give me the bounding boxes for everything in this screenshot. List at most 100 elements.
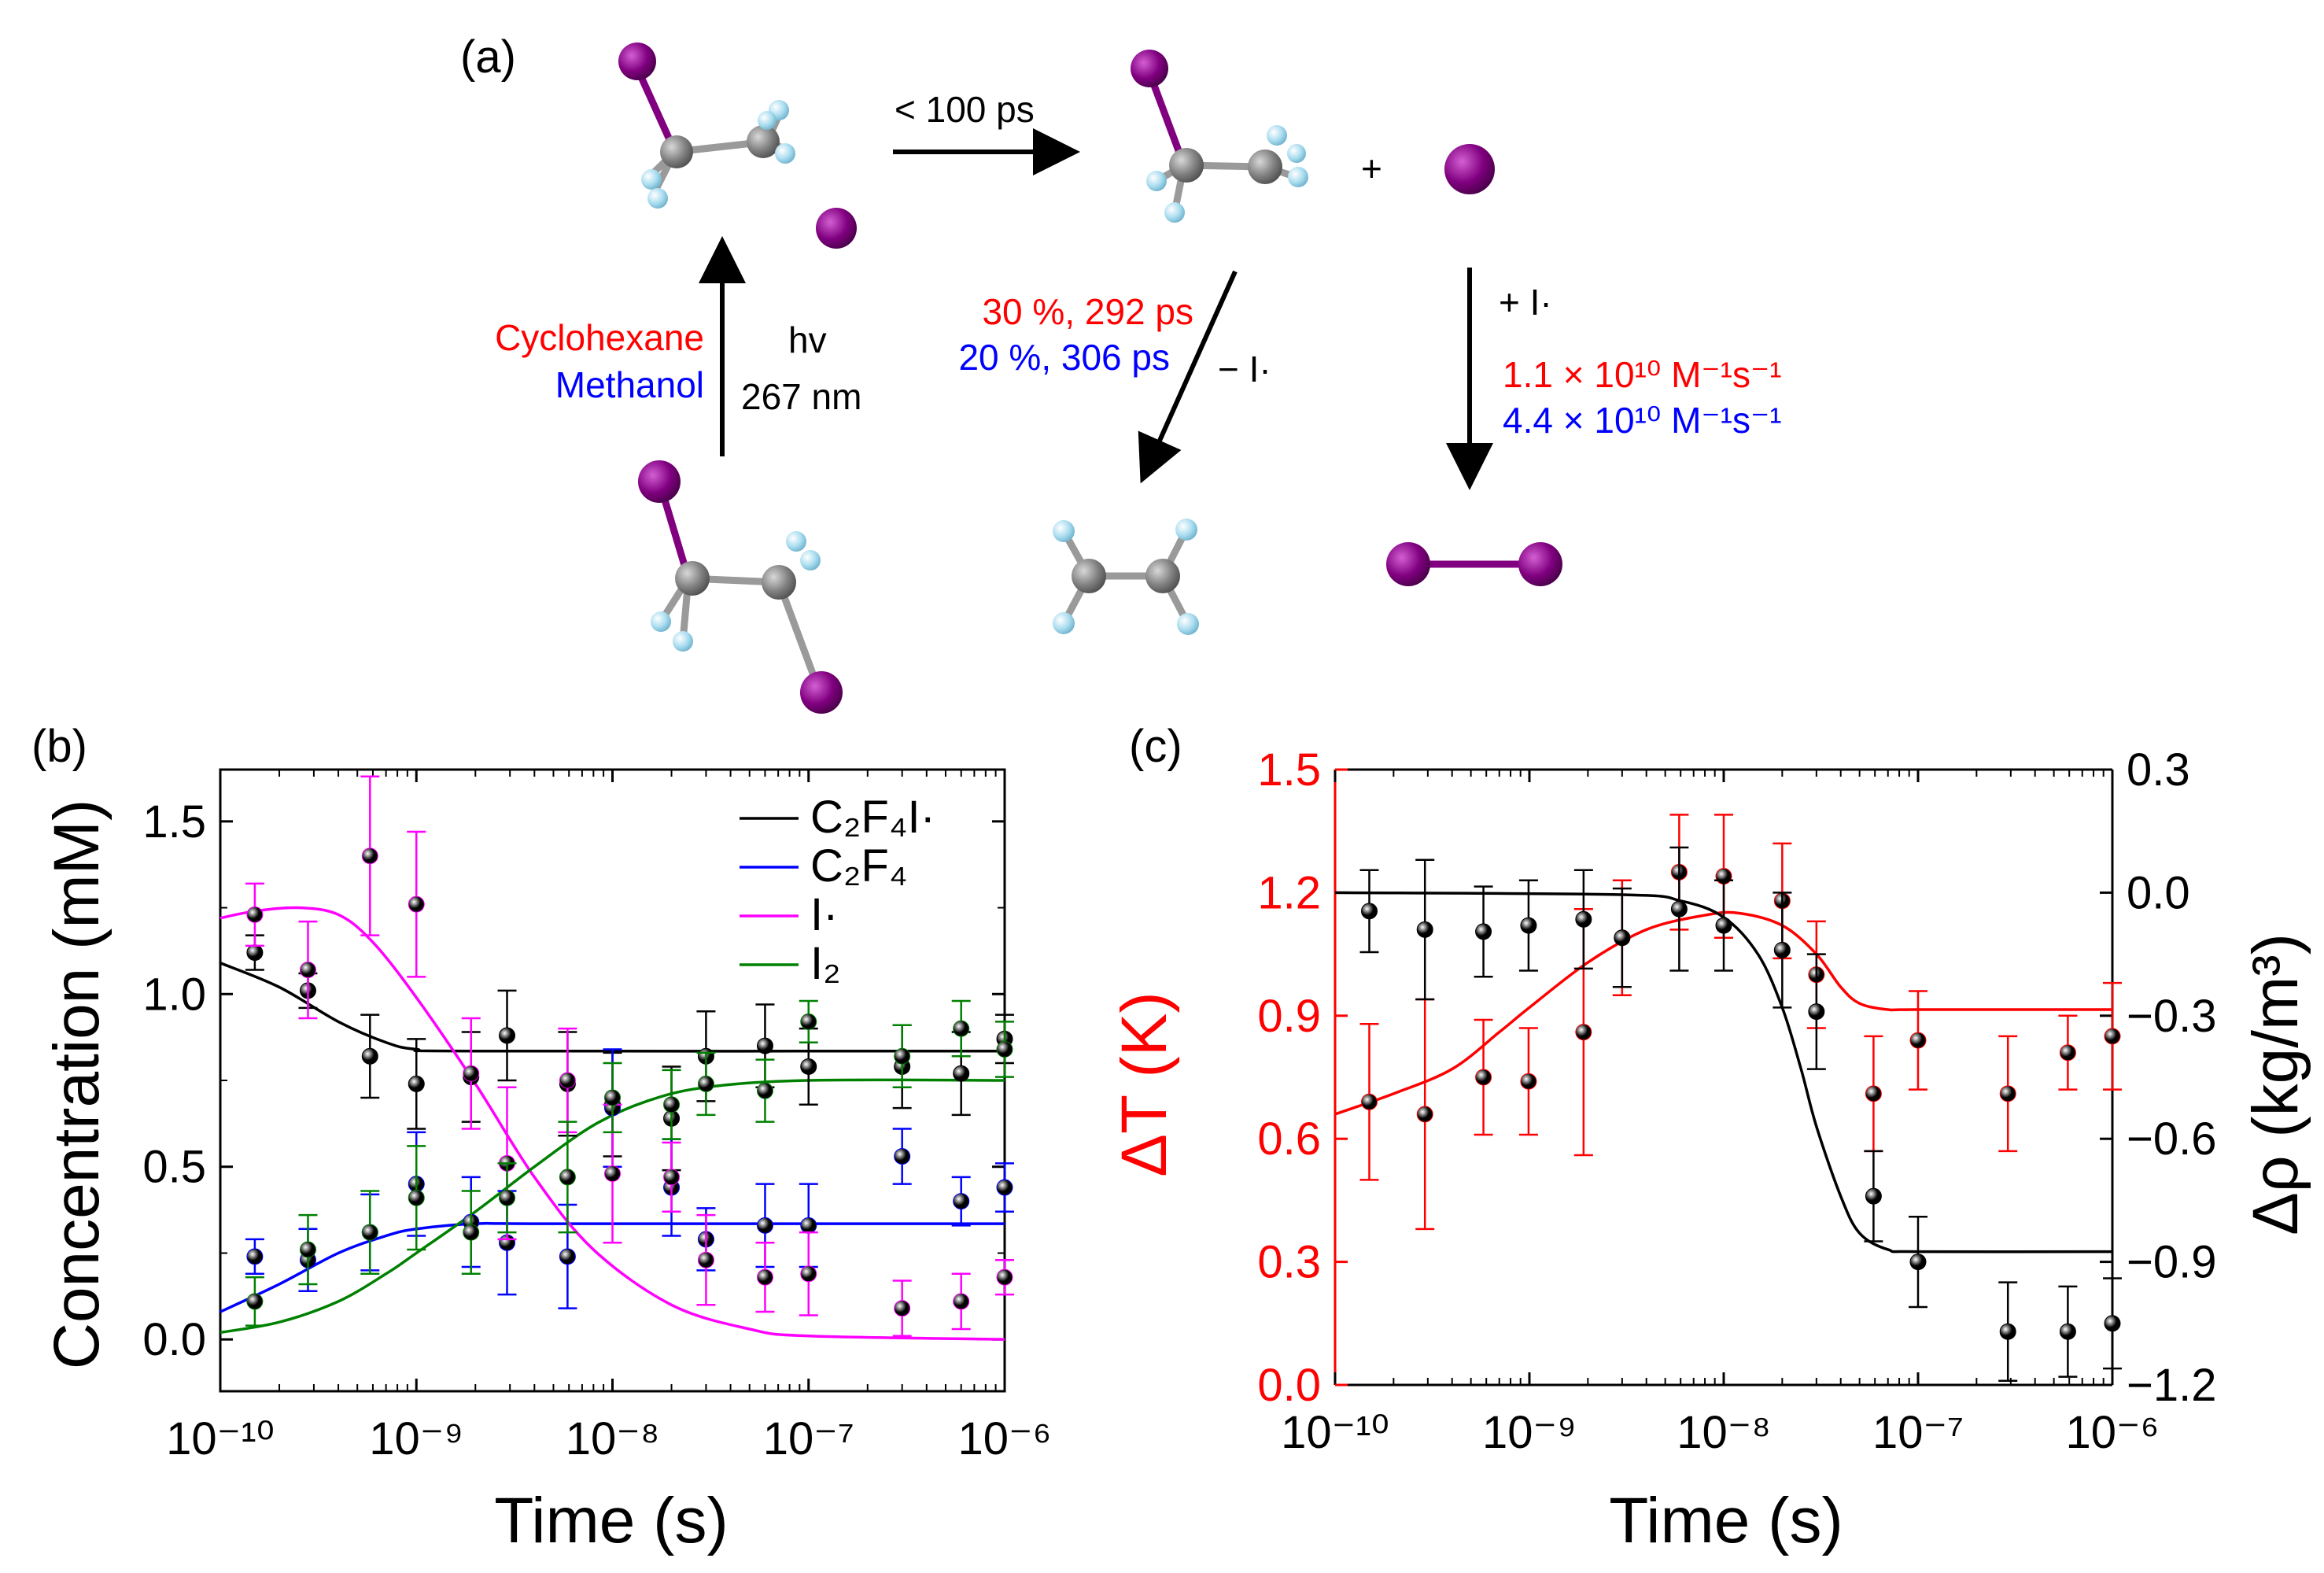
data-point xyxy=(1520,917,1537,934)
fit-curve xyxy=(219,906,1005,1341)
y-right-tick-label: 0.3 xyxy=(2127,744,2190,796)
data-point xyxy=(800,1217,817,1234)
data-point-group xyxy=(892,1024,912,1089)
fluorine-atom xyxy=(647,188,668,209)
label-rate-methanol: 4.4 × 10¹⁰ M⁻¹s⁻¹ xyxy=(1503,400,1782,441)
data-point-group xyxy=(298,920,318,1020)
fluorine-atom xyxy=(651,611,671,632)
molecule-c2f4i2 xyxy=(638,460,843,714)
data-point xyxy=(361,1047,378,1065)
data-point xyxy=(1475,1069,1492,1086)
data-point xyxy=(663,1096,681,1113)
axes-temperature-density: 10⁻¹⁰ 10⁻⁹ 10⁻⁸ 10⁻⁷ 10⁻⁶ 0.0 0.3 0.6 0.9 1.2 1.5 −… xyxy=(1257,744,2216,1458)
data-point-group xyxy=(1773,892,1792,1009)
data-point-group xyxy=(497,1162,517,1234)
carbon-atom xyxy=(1072,559,1106,593)
y-right-tick-label: −0.6 xyxy=(2127,1113,2217,1165)
data-point xyxy=(1808,1003,1825,1021)
series-points xyxy=(1359,814,2122,1231)
x-tick-label: 10⁻⁷ xyxy=(763,1413,854,1464)
data-point xyxy=(800,1013,817,1030)
data-point-group xyxy=(892,1128,912,1185)
y-axis-title: Concentration (mM) xyxy=(41,799,113,1370)
label-plus-iodine: + I· xyxy=(1499,282,1552,323)
data-point xyxy=(996,1041,1013,1058)
y-left-tick-label: 1.2 xyxy=(1257,867,1321,918)
data-points xyxy=(1359,814,2122,1383)
data-point xyxy=(1865,1187,1882,1205)
fluorine-atom xyxy=(800,550,821,570)
fluorine-atom xyxy=(758,111,777,130)
carbon-atom xyxy=(747,125,780,158)
data-point-group xyxy=(1359,869,1379,954)
fluorine-atom xyxy=(1287,144,1306,163)
fluorine-atom xyxy=(1053,612,1075,634)
y-right-tick-label: 0.0 xyxy=(2127,867,2190,918)
data-point xyxy=(894,1148,911,1165)
fluorine-atom xyxy=(1175,519,1197,541)
data-point-group xyxy=(461,1190,481,1276)
data-point-group xyxy=(558,1027,577,1134)
data-point xyxy=(953,1020,970,1037)
data-point-group xyxy=(1864,1150,1883,1243)
label-wavelength: 267 nm xyxy=(741,376,861,417)
panel-label-a: (a) xyxy=(460,31,516,83)
y-tick-label: 0.0 xyxy=(142,1314,206,1365)
data-point-group xyxy=(298,1213,318,1286)
fluorine-atom xyxy=(1164,202,1185,223)
data-point xyxy=(697,1075,714,1092)
arrow-elimination xyxy=(1138,270,1238,484)
data-point xyxy=(1909,1254,1927,1271)
fluorine-atom xyxy=(775,143,795,164)
iodine-atom xyxy=(1444,144,1495,194)
y-right-tick-label: −0.3 xyxy=(2127,991,2217,1042)
panel-label-c: (c) xyxy=(1129,721,1182,772)
data-point xyxy=(1909,1032,1927,1049)
data-point-group xyxy=(2058,1014,2078,1091)
x-tick-label: 10⁻⁹ xyxy=(1482,1407,1577,1458)
data-point xyxy=(996,1179,1013,1196)
fluorine-atom xyxy=(673,631,693,652)
iodine-atom xyxy=(816,208,857,249)
carbon-atom xyxy=(660,135,693,168)
y-axis-title-left: ΔT (K) xyxy=(1109,991,1180,1176)
x-tick-label: 10⁻⁸ xyxy=(566,1413,660,1464)
data-point-group xyxy=(407,830,426,978)
fit-curve xyxy=(219,1078,1005,1335)
legend-label: C₂F₄I· xyxy=(810,792,935,843)
data-point xyxy=(894,1047,911,1065)
data-point-group xyxy=(995,1162,1014,1213)
data-point xyxy=(559,1169,576,1186)
data-point xyxy=(408,1075,425,1092)
data-point xyxy=(756,1037,773,1054)
data-point-group xyxy=(1998,1035,2018,1153)
fit-curve xyxy=(219,962,1005,1053)
data-point xyxy=(463,1065,480,1082)
data-point xyxy=(663,1169,681,1186)
x-tick-label: 10⁻¹⁰ xyxy=(1281,1407,1389,1458)
molecule-c2f4i-radical xyxy=(1131,50,1308,223)
data-point-group xyxy=(662,1141,681,1213)
series-points xyxy=(1359,846,2122,1383)
data-point xyxy=(1475,923,1492,940)
data-points xyxy=(245,775,1014,1338)
data-point xyxy=(2104,1028,2121,1045)
iodine-atom xyxy=(618,42,656,80)
chart-concentration: (b) 10⁻¹⁰ 10⁻⁹ 10⁻⁸ 10⁻⁷ 10⁻⁶ 0.0 0.5 1.0 1.5 C₂… xyxy=(31,721,1052,1556)
series-points xyxy=(245,999,1014,1327)
data-point xyxy=(361,847,378,865)
data-point xyxy=(408,1189,425,1206)
carbon-atom xyxy=(1145,559,1180,593)
data-point-group xyxy=(951,1272,971,1331)
data-point xyxy=(894,1300,911,1317)
data-point xyxy=(246,906,264,923)
molecule-c2f4i-radical-with-iodine xyxy=(618,42,857,249)
data-point-group xyxy=(799,1027,818,1106)
data-point xyxy=(756,1217,773,1234)
fit-curve xyxy=(1334,891,2113,1254)
data-point-group xyxy=(799,1231,818,1316)
label-dissociation-time: < 100 ps xyxy=(895,89,1035,130)
molecule-c2f4 xyxy=(1053,519,1199,635)
data-point xyxy=(1360,1093,1378,1110)
x-tick-label: 10⁻⁷ xyxy=(1872,1407,1964,1458)
